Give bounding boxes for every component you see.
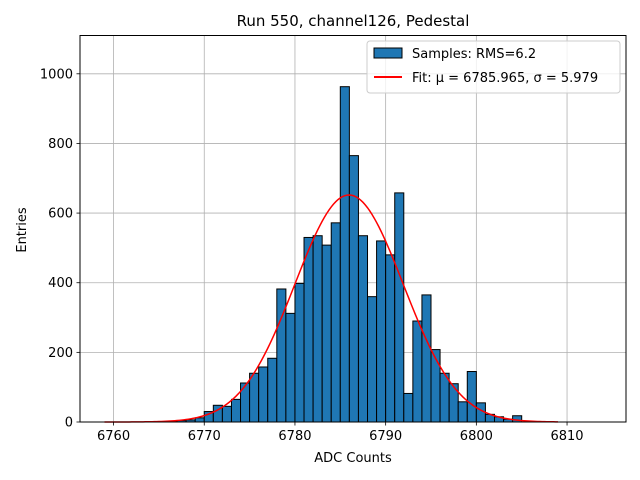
histogram-bar: [230, 398, 242, 423]
histogram-bar: [330, 222, 341, 423]
histogram-bar: [412, 320, 423, 423]
x-tick-label: 6760: [97, 429, 130, 444]
histogram-bar: [194, 417, 205, 423]
histogram-bar: [394, 192, 405, 423]
histogram-bar: [357, 235, 369, 423]
histogram-bars: [167, 86, 523, 423]
histogram-bar: [367, 296, 378, 423]
legend-histogram-swatch: [373, 47, 403, 59]
fit-curve: [104, 194, 558, 423]
x-tick-label: 6810: [550, 429, 583, 444]
plot-frame: [79, 35, 627, 423]
histogram-bar: [321, 244, 332, 423]
histogram-bar: [249, 372, 260, 423]
x-tick-label: 6790: [369, 429, 402, 444]
legend-histogram-label: Samples: RMS=6.2: [412, 47, 536, 62]
histogram-bar: [267, 357, 278, 423]
y-tick-label: 1000: [40, 67, 73, 82]
legend: Samples: RMS=6.2 Fit: μ = 6785.965, σ = …: [366, 40, 621, 94]
y-tick-label: 0: [65, 416, 73, 431]
y-tick-label: 200: [48, 346, 73, 361]
histogram-bar: [312, 235, 323, 423]
histogram-bar: [421, 294, 432, 423]
histogram-bar: [303, 236, 314, 423]
histogram-bar: [439, 372, 450, 423]
histogram-bar: [339, 86, 350, 423]
histogram-bar: [385, 254, 396, 423]
y-tick-label: 800: [48, 137, 73, 152]
legend-box: [366, 40, 621, 94]
histogram-bar: [258, 366, 269, 423]
x-tick-label: 6770: [188, 429, 221, 444]
histogram-bar: [403, 392, 414, 423]
x-tick-label: 6780: [278, 429, 311, 444]
histogram-bar: [294, 282, 305, 423]
y-tick-label: 400: [48, 276, 73, 291]
y-tick-label: 600: [48, 207, 73, 222]
x-axis-label: ADC Counts: [314, 451, 392, 466]
chart-title: Run 550, channel126, Pedestal: [237, 12, 470, 30]
histogram-bar: [466, 371, 477, 423]
histogram-bar: [430, 349, 441, 423]
histogram-bar: [285, 312, 296, 423]
histogram-bar: [221, 405, 232, 423]
x-tick-label: 6800: [460, 429, 493, 444]
y-axis-label: Entries: [15, 207, 30, 253]
histogram-bar: [457, 401, 468, 423]
axis-ticks: 6760 6770 6780 6790 6800 6810 0 200 400 600 800 100…: [40, 67, 584, 444]
legend-fit-label: Fit: μ = 6785.965, σ = 5.979: [412, 71, 598, 86]
histogram-bar: [376, 240, 387, 423]
